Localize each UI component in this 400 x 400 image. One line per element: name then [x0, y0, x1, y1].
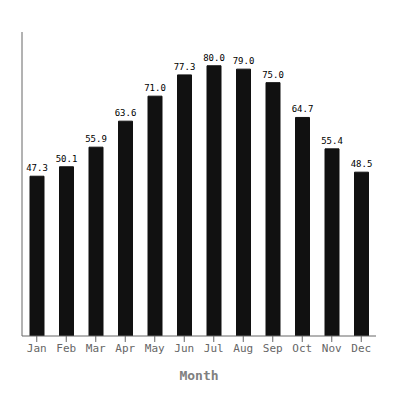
svg-text:75.0: 75.0: [262, 70, 284, 80]
svg-text:Nov: Nov: [322, 342, 342, 355]
svg-text:Mar: Mar: [86, 342, 106, 355]
svg-text:64.7: 64.7: [292, 104, 314, 114]
svg-text:Jul: Jul: [204, 342, 224, 355]
svg-text:Dec: Dec: [351, 342, 371, 355]
svg-text:Jun: Jun: [174, 342, 194, 355]
svg-text:79.0: 79.0: [233, 56, 255, 66]
svg-text:Oct: Oct: [292, 342, 312, 355]
svg-text:Feb: Feb: [56, 342, 76, 355]
svg-text:55.4: 55.4: [321, 136, 343, 146]
svg-text:May: May: [145, 342, 165, 355]
svg-text:Aug: Aug: [233, 342, 253, 355]
svg-text:77.3: 77.3: [174, 62, 196, 72]
svg-text:Sep: Sep: [263, 342, 283, 355]
svg-text:50.1: 50.1: [56, 154, 78, 164]
svg-text:55.9: 55.9: [85, 134, 107, 144]
svg-text:Month: Month: [179, 368, 218, 383]
svg-text:Jan: Jan: [27, 342, 47, 355]
svg-text:Apr: Apr: [115, 342, 135, 355]
svg-text:80.0: 80.0: [203, 53, 225, 63]
svg-text:47.3: 47.3: [26, 163, 48, 173]
svg-text:71.0: 71.0: [144, 83, 166, 93]
svg-text:48.5: 48.5: [351, 159, 373, 169]
svg-text:63.6: 63.6: [115, 108, 137, 118]
